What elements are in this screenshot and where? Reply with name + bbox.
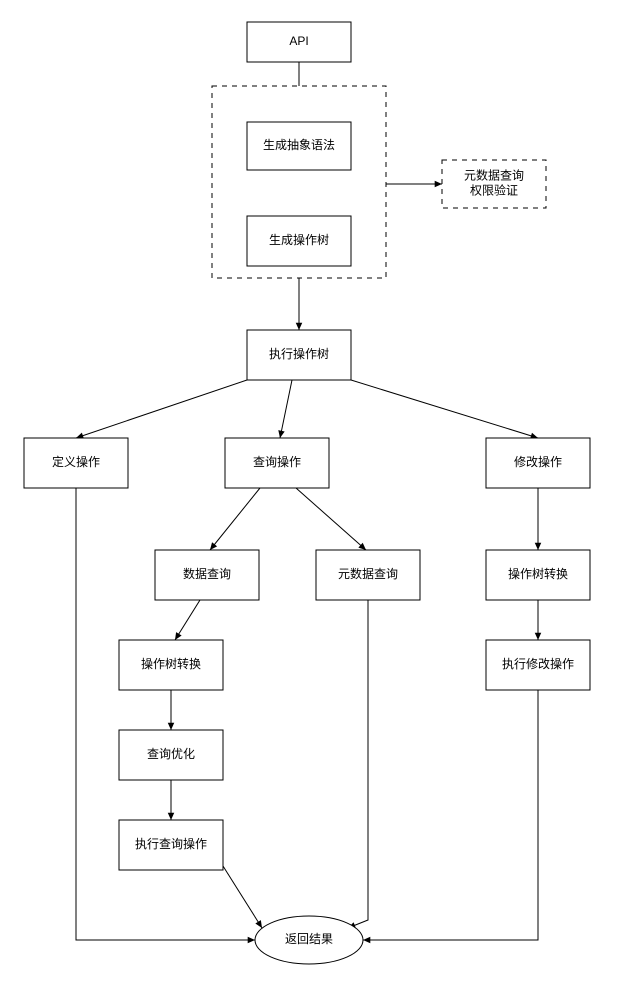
node-exec-modify: 执行修改操作 [486, 640, 590, 690]
node-meta-perm-label: 元数据查询 [464, 168, 524, 183]
node-data-query-label: 数据查询 [183, 566, 231, 581]
node-exec-optree-label: 执行操作树 [269, 346, 329, 361]
edge-exec-query-return [223, 866, 262, 928]
node-modify-op: 修改操作 [486, 438, 590, 488]
node-exec-optree: 执行操作树 [247, 330, 351, 380]
node-query-opt: 查询优化 [119, 730, 223, 780]
node-meta-query: 元数据查询 [316, 550, 420, 600]
node-def-op-label: 定义操作 [52, 454, 100, 469]
node-meta-query-label: 元数据查询 [338, 566, 398, 581]
node-return-label: 返回结果 [285, 932, 333, 946]
node-modify-op-label: 修改操作 [514, 454, 562, 469]
node-optree-conv-l-label: 操作树转换 [141, 656, 201, 671]
edge-query-op-meta-query [296, 488, 366, 550]
edge-exec-optree-def-op [76, 380, 247, 438]
nodes-layer: API生成抽象语法生成操作树元数据查询权限验证执行操作树定义操作查询操作修改操作… [24, 22, 590, 964]
node-meta-perm: 元数据查询权限验证 [442, 160, 546, 208]
node-optree-conv-r-label: 操作树转换 [508, 566, 568, 581]
node-meta-perm-label: 权限验证 [470, 183, 518, 198]
node-optree-conv-r: 操作树转换 [486, 550, 590, 600]
node-query-opt-label: 查询优化 [147, 747, 195, 761]
edge-query-op-data-query [210, 488, 260, 550]
node-return: 返回结果 [255, 916, 363, 964]
node-gen-syntax-label: 生成抽象语法 [263, 138, 335, 152]
node-exec-query-label: 执行查询操作 [135, 836, 207, 851]
node-api: API [247, 22, 351, 62]
node-query-op-label: 查询操作 [253, 454, 301, 469]
node-exec-modify-label: 执行修改操作 [502, 656, 574, 671]
node-api-label: API [289, 34, 308, 48]
node-gen-optree: 生成操作树 [247, 216, 351, 266]
edge-exec-optree-query-op [280, 380, 292, 438]
node-query-op: 查询操作 [225, 438, 329, 488]
edge-exec-modify-return [363, 690, 538, 940]
node-optree-conv-l: 操作树转换 [119, 640, 223, 690]
node-def-op: 定义操作 [24, 438, 128, 488]
node-gen-optree-label: 生成操作树 [269, 232, 329, 247]
node-data-query: 数据查询 [155, 550, 259, 600]
edge-meta-query-return [348, 600, 368, 928]
edge-exec-optree-modify-op [351, 380, 538, 438]
node-exec-query: 执行查询操作 [119, 820, 223, 870]
node-gen-syntax: 生成抽象语法 [247, 122, 351, 170]
flowchart-canvas: API生成抽象语法生成操作树元数据查询权限验证执行操作树定义操作查询操作修改操作… [0, 0, 618, 1000]
